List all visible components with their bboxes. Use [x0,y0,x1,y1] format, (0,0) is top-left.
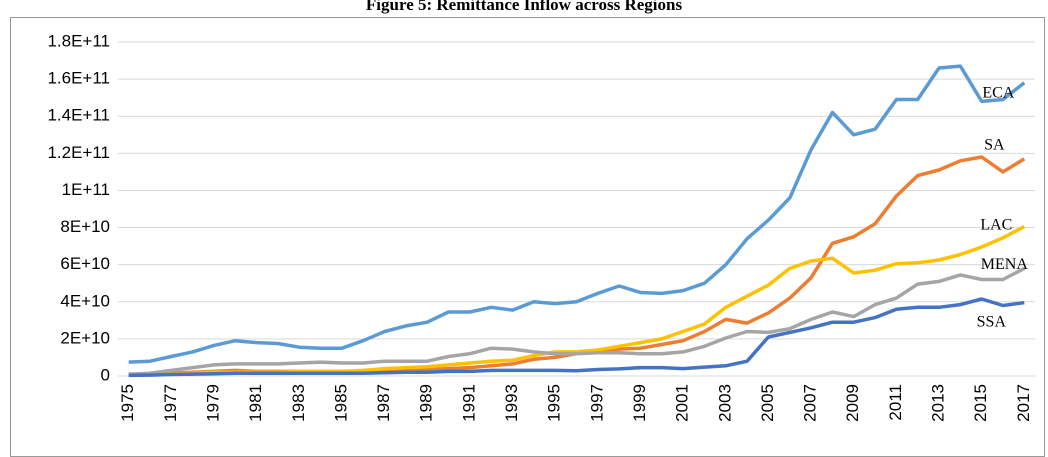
series-label: SSA [977,313,1007,330]
x-tick-label: 1983 [289,384,308,422]
x-tick-label: 1999 [630,384,649,422]
x-tick-label: 2011 [886,384,905,421]
series-label: SA [984,137,1005,154]
y-tick-label: 8E+10 [60,217,110,236]
y-tick-label: 1.6E+11 [47,69,110,88]
series-line [128,266,1026,376]
series-label: MENA [981,256,1029,273]
x-tick-label: 2003 [715,384,734,422]
x-tick-label: 1997 [587,384,606,422]
series-label: LAC [980,216,1012,233]
x-tick-label: 1993 [502,384,521,422]
x-tick-label: 1979 [203,384,222,422]
x-tick-label: 2005 [758,384,777,422]
chart-title: Figure 5: Remittance Inflow across Regio… [366,0,683,14]
series-line [128,297,1025,378]
x-tick-label: 2001 [673,384,692,422]
x-tick-label: 1987 [374,384,393,422]
x-tick-label: 2013 [929,384,948,422]
y-tick-label: 1E+11 [62,180,110,199]
x-tick-label: 2007 [801,384,820,422]
y-tick-label: 1.8E+11 [47,31,110,50]
x-tick-label: 2017 [1014,384,1033,422]
y-tick-label: 0 [101,365,110,384]
series-line [128,64,1026,364]
y-tick-label: 2E+10 [60,328,110,347]
x-tick-label: 1981 [246,384,265,422]
x-tick-label: 1977 [161,384,180,422]
y-tick-label: 6E+10 [60,254,110,273]
y-tick-label: 1.2E+11 [47,143,110,162]
x-tick-label: 1975 [118,384,137,422]
y-tick-label: 4E+10 [60,291,110,310]
series-label: ECA [982,84,1014,101]
x-tick-label: 1995 [545,384,564,422]
x-tick-label: 2009 [843,384,862,422]
x-tick-label: 1991 [459,384,478,422]
x-tick-label: 1989 [417,384,436,422]
y-tick-label: 1.4E+11 [47,106,110,125]
x-tick-label: 1985 [331,384,350,422]
x-tick-label: 2015 [971,384,990,422]
